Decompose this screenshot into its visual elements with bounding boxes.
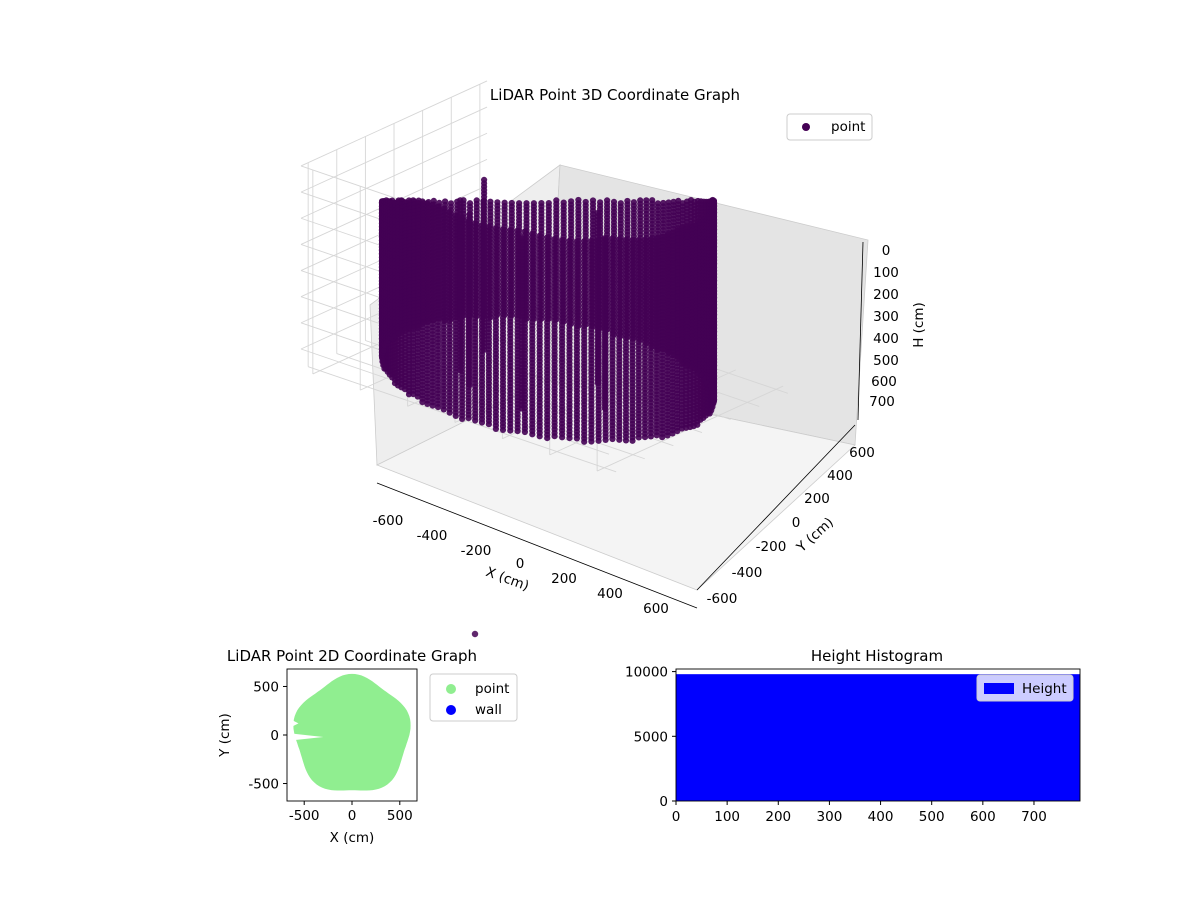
point-cloud xyxy=(378,176,718,638)
point-column xyxy=(447,200,455,322)
data-point xyxy=(425,317,432,325)
data-point xyxy=(653,432,660,439)
point-column xyxy=(473,197,480,320)
data-point xyxy=(478,419,486,426)
data-point xyxy=(429,402,436,409)
data-point xyxy=(536,433,543,440)
point-column xyxy=(425,199,432,325)
data-point xyxy=(487,314,494,321)
point-column xyxy=(420,200,427,326)
point-column xyxy=(501,199,508,318)
point-column xyxy=(442,198,449,324)
data-point xyxy=(647,433,655,440)
data-point xyxy=(485,421,492,428)
data-point xyxy=(459,415,466,422)
data-point xyxy=(538,315,545,322)
data-point xyxy=(452,412,459,419)
data-point xyxy=(581,438,588,445)
data-point xyxy=(380,347,387,354)
data-point xyxy=(435,404,442,411)
data-point xyxy=(414,393,421,400)
data-point xyxy=(391,380,399,387)
point-column xyxy=(538,200,545,322)
data-point xyxy=(473,312,480,320)
data-point xyxy=(629,437,636,444)
data-point xyxy=(446,409,453,416)
data-point xyxy=(566,435,573,442)
data-point xyxy=(514,428,521,435)
data-point xyxy=(616,436,623,443)
data-point xyxy=(635,434,642,441)
data-point xyxy=(544,435,551,442)
data-point xyxy=(602,436,609,443)
data-point xyxy=(559,434,566,441)
data-point xyxy=(415,323,422,330)
data-point xyxy=(440,406,447,413)
data-point xyxy=(465,415,472,422)
data-point xyxy=(530,315,538,322)
data-point xyxy=(521,428,529,436)
chart-3d: LiDAR Point 3D Coordinate Graph -600 -40… xyxy=(300,80,927,638)
data-point xyxy=(588,438,595,445)
data-point xyxy=(472,417,479,424)
data-point xyxy=(622,437,630,444)
point-column xyxy=(430,197,437,323)
data-point xyxy=(411,324,418,331)
grid-line xyxy=(300,106,488,193)
point-column xyxy=(487,198,494,321)
grid-line xyxy=(300,80,488,167)
data-point xyxy=(447,315,455,322)
data-point xyxy=(641,434,649,441)
data-point xyxy=(507,427,514,434)
data-point xyxy=(529,431,536,438)
data-point xyxy=(595,437,602,444)
data-point xyxy=(499,426,507,433)
data-point xyxy=(430,316,437,323)
point-column xyxy=(436,199,443,322)
data-point xyxy=(442,317,449,324)
point-column xyxy=(508,199,515,319)
data-point xyxy=(501,311,508,318)
data-point xyxy=(492,425,499,432)
data-point xyxy=(420,319,427,326)
data-point xyxy=(436,315,443,322)
point-column xyxy=(530,200,538,322)
point-column xyxy=(415,197,422,330)
point-column xyxy=(411,198,418,331)
point-column xyxy=(588,237,595,445)
data-point xyxy=(494,311,501,318)
data-point xyxy=(609,435,616,443)
chart-3d-title: LiDAR Point 3D Coordinate Graph xyxy=(490,86,740,104)
data-point xyxy=(508,312,515,319)
data-point xyxy=(419,399,426,406)
data-point xyxy=(551,433,558,440)
point-column xyxy=(494,199,501,318)
data-point xyxy=(424,400,431,407)
data-point xyxy=(659,434,666,441)
data-point xyxy=(573,435,581,442)
grid-line xyxy=(300,132,488,219)
